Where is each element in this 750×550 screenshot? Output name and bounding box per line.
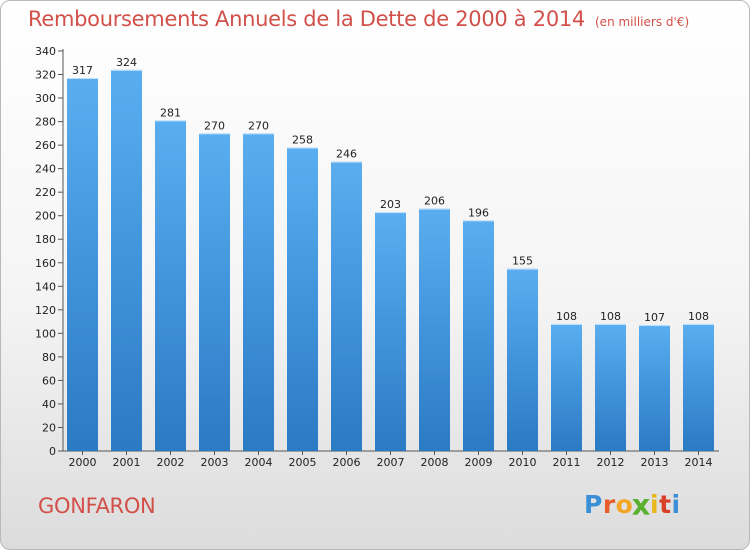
bar-value-label: 246	[336, 148, 357, 161]
logo-letter: o	[615, 490, 634, 519]
bar-value-label: 108	[688, 310, 709, 323]
y-tick-label: 140	[35, 280, 56, 293]
bar	[199, 133, 230, 451]
bar	[507, 268, 538, 451]
bar-value-label: 281	[160, 106, 181, 119]
x-tick-label: 2000	[69, 456, 97, 469]
bar-value-label: 206	[424, 195, 445, 208]
logo-letter: i	[650, 490, 660, 519]
y-tick-label: 220	[35, 186, 56, 199]
y-tick-label: 80	[42, 351, 56, 364]
bar-value-label: 317	[72, 64, 93, 77]
x-tick-label: 2013	[641, 456, 669, 469]
bar	[419, 208, 450, 451]
chart-title: Remboursements Annuels de la Dette de 20…	[28, 7, 689, 31]
bar	[551, 323, 582, 451]
logo-letter: x	[632, 487, 652, 522]
bar-value-label: 108	[556, 310, 577, 323]
x-tick-label: 2008	[421, 456, 449, 469]
y-tick-label: 240	[35, 163, 56, 176]
y-tick-label: 260	[35, 139, 56, 152]
bar	[111, 69, 142, 451]
bar	[287, 147, 318, 451]
y-tick-label: 300	[35, 92, 56, 105]
y-tick-label: 340	[35, 45, 56, 58]
y-tick-label: 40	[42, 398, 56, 411]
x-tick-label: 2012	[597, 456, 625, 469]
bar-value-label: 108	[600, 310, 621, 323]
y-tick-label: 280	[35, 116, 56, 129]
y-tick-label: 20	[42, 421, 56, 434]
bar-value-label: 258	[292, 133, 313, 146]
bar	[331, 161, 362, 451]
y-tick-label: 180	[35, 233, 56, 246]
x-tick-label: 2007	[377, 456, 405, 469]
chart-axes: 0 20 40 60 80 100 120 140 160 180 200 220 240 260 280 3…	[35, 45, 719, 469]
bar	[683, 323, 714, 451]
city-name: GONFARON	[38, 494, 156, 518]
bar	[463, 220, 494, 451]
x-tick-label: 2014	[685, 456, 713, 469]
y-tick-label: 160	[35, 257, 56, 270]
bar	[375, 212, 406, 451]
x-tick-label: 2002	[157, 456, 185, 469]
x-tick-label: 2006	[333, 456, 361, 469]
chart-bars: 317 324 281 270 270 258 246 203 206 196 155 108 108 1…	[67, 56, 714, 451]
logo-letter: P	[584, 490, 603, 519]
y-tick-label: 100	[35, 327, 56, 340]
bar-value-label: 196	[468, 206, 489, 219]
bar-value-label: 155	[512, 255, 533, 268]
x-tick-label: 2001	[113, 456, 141, 469]
y-tick-label: 120	[35, 304, 56, 317]
bar	[243, 133, 274, 451]
bar	[155, 120, 186, 451]
x-tick-label: 2011	[553, 456, 581, 469]
chart-subtitle: (en milliers d'€)	[595, 15, 690, 29]
bar-value-label: 324	[116, 56, 137, 69]
x-tick-label: 2010	[509, 456, 537, 469]
logo-letter: r	[602, 490, 616, 519]
bar-value-label: 270	[248, 119, 269, 132]
y-tick-label: 60	[42, 374, 56, 387]
bar-value-label: 107	[644, 311, 665, 324]
x-tick-label: 2005	[289, 456, 317, 469]
bar-value-label: 203	[380, 198, 401, 211]
proxiti-logo[interactable]: Proxiti	[584, 487, 681, 522]
logo-letter: i	[671, 490, 681, 519]
x-tick-label: 2009	[465, 456, 493, 469]
bar	[639, 325, 670, 451]
y-tick-label: 0	[49, 445, 56, 458]
x-tick-label: 2003	[201, 456, 229, 469]
bar	[595, 323, 626, 451]
x-tick-label: 2004	[245, 456, 273, 469]
logo-letter: t	[659, 490, 672, 519]
bar	[67, 78, 98, 451]
bar-value-label: 270	[204, 119, 225, 132]
chart-title-text: Remboursements Annuels de la Dette de 20…	[28, 7, 585, 31]
y-tick-label: 320	[35, 69, 56, 82]
y-tick-label: 200	[35, 210, 56, 223]
